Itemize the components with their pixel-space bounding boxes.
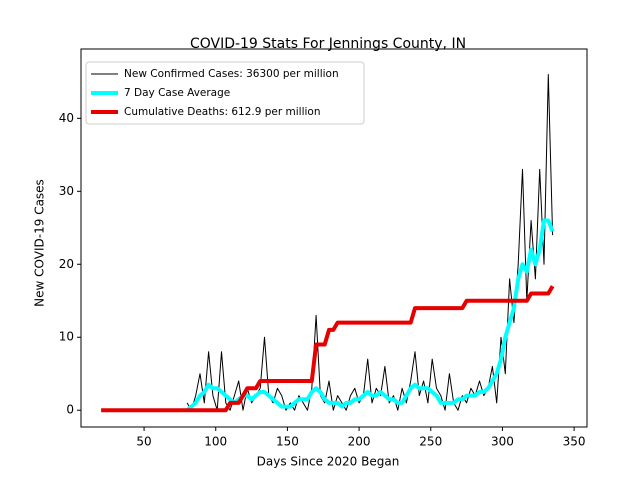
x-tick-label: 300	[491, 435, 514, 449]
x-tick-label: 250	[419, 435, 442, 449]
legend-label: 7 Day Case Average	[124, 87, 230, 99]
legend-label: New Confirmed Cases: 36300 per million	[124, 68, 339, 80]
y-tick-label: 20	[59, 257, 74, 271]
x-tick-label: 350	[563, 435, 586, 449]
y-tick-label: 0	[66, 403, 74, 417]
plot-frame	[80, 48, 588, 428]
y-tick-label: 40	[59, 111, 74, 125]
x-tick-label: 100	[204, 435, 227, 449]
legend-label: Cumulative Deaths: 612.9 per million	[124, 106, 321, 118]
x-tick-label: 50	[136, 435, 151, 449]
y-axis-label: New COVID-19 Cases	[33, 179, 47, 307]
x-tick-label: 150	[276, 435, 299, 449]
y-tick-label: 10	[59, 330, 74, 344]
x-tick-label: 200	[348, 435, 371, 449]
x-axis-label: Days Since 2020 Began	[257, 455, 400, 469]
series-line	[185, 218, 555, 412]
y-tick-label: 30	[59, 184, 74, 198]
plot-lines	[101, 74, 555, 413]
series-line	[101, 285, 555, 413]
chart-title: COVID-19 Stats For Jennings County, IN	[190, 36, 466, 52]
legend-box	[85, 61, 365, 125]
